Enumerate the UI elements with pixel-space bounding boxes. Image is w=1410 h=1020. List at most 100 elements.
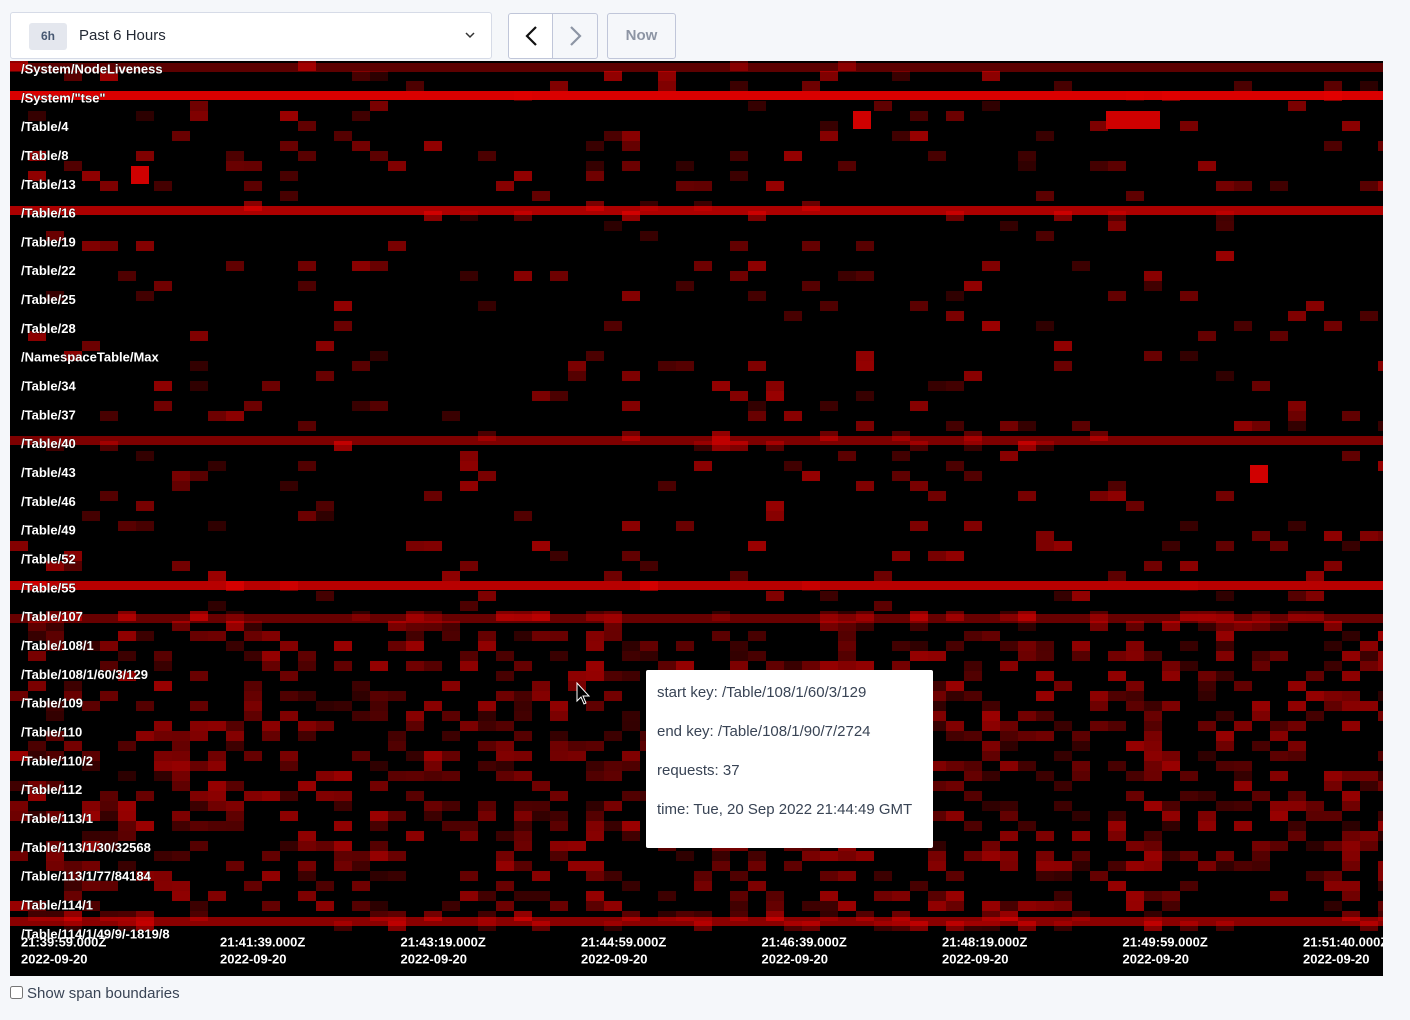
heat-cell [136, 701, 154, 711]
heat-cell [316, 371, 334, 381]
heat-cell [874, 601, 892, 611]
heat-cell [964, 671, 982, 681]
heat-cell [1252, 861, 1270, 871]
heat-cell [1090, 161, 1108, 171]
heat-cell [1090, 701, 1108, 711]
heat-cell [838, 651, 856, 661]
span-boundaries-toggle[interactable]: Show span boundaries [10, 985, 180, 1002]
heat-cell [622, 821, 640, 831]
heat-cell [514, 171, 532, 181]
heat-cell [352, 711, 370, 721]
heat-cell [478, 631, 496, 641]
heat-cell [1252, 711, 1270, 721]
next-button[interactable] [552, 13, 598, 59]
heat-cell [1342, 671, 1360, 681]
heat-cell [928, 651, 946, 661]
heat-cell [676, 641, 694, 651]
heat-cell [730, 61, 748, 71]
key-label: /Table/113/1/77/84184 [21, 869, 152, 884]
heat-cell [10, 61, 28, 71]
heat-cell [1198, 621, 1216, 631]
heat-cell [550, 391, 568, 401]
heat-cell [1000, 661, 1018, 671]
heat-cell [28, 741, 46, 751]
heat-cell [568, 671, 586, 681]
heat-cell [1180, 291, 1198, 301]
heat-cell [1252, 841, 1270, 851]
key-label: /Table/46 [21, 494, 76, 509]
heat-cell [1054, 861, 1072, 871]
heat-cell [1342, 701, 1360, 711]
heat-cell [64, 871, 82, 881]
heat-cell [424, 701, 442, 711]
heat-cell [730, 901, 748, 911]
heat-cell [532, 891, 550, 901]
heat-cell [1018, 641, 1036, 651]
heat-cell [64, 741, 82, 751]
heat-cell [262, 871, 280, 881]
heat-cell [208, 461, 226, 471]
heat-cell [82, 511, 100, 521]
heat-cell [406, 631, 424, 641]
heat-cell [208, 751, 226, 761]
heat-cell [370, 911, 388, 921]
heat-cell [964, 761, 982, 771]
key-label: /Table/110/2 [21, 753, 93, 768]
heat-cell [676, 851, 694, 861]
key-label: /Table/108/1/60/3/129 [21, 667, 148, 682]
key-label: /Table/34 [21, 379, 76, 394]
heat-cell [730, 571, 748, 581]
heat-cell [1306, 871, 1324, 881]
heat-cell [1198, 791, 1216, 801]
heat-cell [388, 871, 406, 881]
heat-cell [190, 381, 208, 391]
heat-cell [622, 651, 640, 661]
checkbox[interactable] [10, 986, 23, 999]
heat-cell [100, 491, 118, 501]
heat-cell [1072, 591, 1090, 601]
heat-band [10, 581, 1383, 590]
heat-cell [388, 811, 406, 821]
key-label: /Table/55 [21, 580, 76, 595]
heat-cell [1270, 721, 1288, 731]
heat-cell [1342, 801, 1360, 811]
heat-cell [388, 641, 406, 651]
heat-cell [190, 361, 208, 371]
time-range-selector[interactable]: 6h Past 6 Hours [10, 12, 492, 59]
heat-cell [46, 841, 64, 851]
key-label: /Table/107 [21, 609, 83, 624]
heat-cell [730, 911, 748, 921]
key-visualizer[interactable]: /System/NodeLiveness/System/"tse" /Table/… [10, 61, 1383, 976]
key-label: /Table/49 [21, 523, 76, 538]
heat-cell [226, 611, 244, 621]
date-label: 2022-09-20 [942, 951, 1009, 966]
heat-cell [208, 791, 226, 801]
heat-cell [172, 621, 190, 631]
prev-button[interactable] [508, 13, 553, 59]
heat-cell [298, 661, 316, 671]
heat-cell [1072, 831, 1090, 841]
heat-cell [334, 861, 352, 871]
date-label: 2022-09-20 [401, 951, 468, 966]
heat-cell [586, 871, 604, 881]
time-label: 21:49:59.000Z [1123, 934, 1208, 949]
heat-cell [1090, 121, 1108, 131]
heat-cell [1288, 611, 1306, 621]
heat-cell [514, 911, 532, 921]
heat-cell [748, 851, 766, 861]
heat-cell [514, 821, 532, 831]
heat-cell [154, 681, 172, 691]
heat-cell [496, 771, 514, 781]
now-button[interactable]: Now [607, 13, 676, 59]
heat-cell [10, 901, 28, 911]
heat-cell [1378, 531, 1383, 541]
heat-cell [1126, 641, 1144, 651]
heat-cell [118, 741, 136, 751]
heat-cell [442, 631, 460, 641]
heat-cell [424, 661, 442, 671]
heat-cell [424, 211, 442, 221]
heat-cell [316, 771, 334, 781]
heat-cell [928, 861, 946, 871]
heat-cell [1342, 631, 1360, 641]
heat-cell [82, 641, 100, 651]
